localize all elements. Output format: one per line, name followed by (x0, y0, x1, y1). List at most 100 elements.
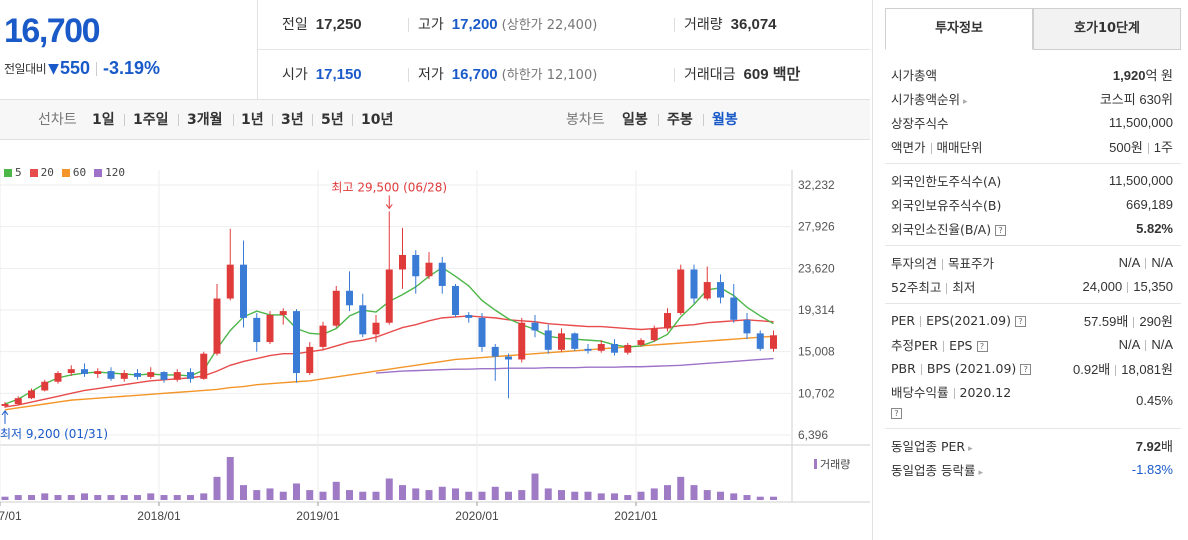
week52-low-value: 15,350 (1133, 278, 1173, 294)
help-icon[interactable]: ? (1014, 315, 1026, 327)
investment-panel: 투자정보 호가10단계 시가총액 1,920억 원 시가총액순위 ▸ 코스피 63… (872, 0, 1188, 540)
volume-bar (41, 493, 49, 500)
candle-body (107, 371, 115, 379)
tab-investment-info[interactable]: 투자정보 (885, 8, 1033, 50)
candle-daily[interactable]: 일봉 (622, 112, 648, 128)
candle-body (28, 390, 35, 399)
volume-label: 거래량 (684, 17, 723, 33)
help-icon[interactable]: ? (976, 340, 988, 352)
day-low: 저가 16,700 (하한가 12,100) (407, 50, 598, 100)
volume-bar (465, 491, 473, 500)
candle-chart-label: 봉차트 (566, 112, 605, 128)
volume-legend-swatch (814, 459, 817, 469)
stock-chart[interactable]: 32,232 27,926 23,620 19,314 15,008 10,702 6,39… (0, 140, 870, 540)
est-eps-value: N/A (1151, 336, 1173, 352)
volume-bar (134, 495, 141, 500)
volume-bar (319, 491, 327, 500)
market-cap-rank-value: 코스피 630위 (1099, 91, 1173, 107)
volume-bar (1, 496, 9, 500)
industry-rate[interactable]: 동일업종 등락률 ▸ (891, 460, 983, 479)
volume-bar (491, 486, 499, 500)
per-label: PER (891, 312, 916, 328)
divider (658, 114, 659, 126)
help-icon[interactable]: ? (1020, 363, 1032, 375)
week52-row-value: 24,000 15,350 (1082, 279, 1173, 294)
volume-bar (160, 495, 168, 500)
candle-weekly[interactable]: 주봉 (667, 112, 693, 128)
candle-body (690, 269, 698, 299)
divider (1115, 364, 1117, 376)
down-triangle-icon: ▼ (48, 60, 59, 77)
industry-per-label: 동일업종 PER (891, 438, 966, 454)
volume-bar (597, 493, 605, 500)
volume-value: 36,074 (730, 16, 777, 33)
panel-tabs: 투자정보 호가10단계 (885, 8, 1181, 50)
volume-bar (54, 495, 62, 500)
candle-body (756, 333, 764, 349)
target-label: 목표주가 (948, 255, 995, 271)
volume-bar (730, 493, 738, 500)
candle-body (571, 333, 579, 349)
divider (930, 142, 932, 154)
x-tick-label: 2019/01 (296, 509, 340, 523)
opinion-value: N/A (1118, 254, 1141, 270)
period-1year[interactable]: 1년 (241, 112, 264, 128)
period-1day[interactable]: 1일 (92, 112, 115, 128)
panel-row[interactable]: 동일업종 PER ▸ 7.92배 (885, 433, 1181, 457)
volume-bar (173, 495, 181, 500)
y-tick-label: 10,702 (798, 386, 835, 400)
candle-body (399, 254, 406, 270)
candle-body (531, 322, 539, 331)
legend-swatch (29, 168, 38, 177)
candle-body (120, 373, 128, 379)
industry-per[interactable]: 동일업종 PER ▸ (891, 436, 973, 455)
candle-body (518, 322, 526, 360)
candle-monthly[interactable]: 월봉 (712, 112, 738, 128)
low-label: 저가 (418, 67, 444, 83)
period-3month[interactable]: 3개월 (187, 112, 223, 128)
candle-body (54, 373, 62, 382)
panel-row: 추정PER EPS? N/A N/A (885, 332, 1181, 356)
candle-body (359, 305, 367, 335)
legend-swatch (94, 168, 103, 177)
week52-low-label: 최저 (952, 279, 976, 295)
candle-body (134, 373, 141, 377)
industry-per-unit: 배 (1161, 438, 1173, 454)
volume-bar (346, 490, 353, 500)
divider (352, 114, 353, 126)
trade-amount: 거래대금 609 백만 (673, 50, 800, 100)
legend-label: 5 (15, 166, 22, 179)
industry-per-value: 7.92 (1135, 438, 1162, 454)
volume-bar (240, 485, 247, 500)
panel-row[interactable]: 시가총액순위 ▸ 코스피 630위 (885, 86, 1181, 110)
period-5year[interactable]: 5년 (321, 112, 344, 128)
min-arrow-head (1, 410, 9, 416)
help-icon[interactable]: ? (891, 408, 902, 419)
panel-row[interactable]: 동일업종 등락률 ▸ -1.83% (885, 457, 1181, 481)
candle-body (677, 269, 685, 314)
period-10year[interactable]: 10년 (361, 112, 394, 128)
y-tick-label: 19,314 (798, 303, 835, 317)
tab-order-book[interactable]: 호가10단계 (1033, 8, 1181, 50)
trade-unit-label: 매매단위 (936, 139, 983, 155)
lower-limit: (하한가 12,100) (501, 68, 598, 83)
candle-body (637, 340, 645, 345)
est-per-row-value: N/A N/A (1119, 337, 1173, 352)
help-icon[interactable]: ? (995, 224, 1007, 236)
pbr-value: 0.92배 (1073, 361, 1111, 377)
candle-body (200, 353, 208, 379)
volume-bar (518, 490, 526, 500)
market-cap-rank[interactable]: 시가총액순위 ▸ (891, 89, 968, 108)
panel-row: PER EPS(2021.09)? 57.59배 290원 (885, 308, 1181, 332)
candle-body (372, 322, 380, 335)
face-value-label: 액면가 (891, 139, 926, 155)
legend-label: 20 (40, 166, 54, 179)
per-row-label: PER EPS(2021.09)? (891, 313, 1026, 328)
period-3year[interactable]: 3년 (281, 112, 304, 128)
period-1week[interactable]: 1주일 (133, 112, 169, 128)
face-value-row-value: 500원 1주 (1109, 137, 1173, 156)
candle-body (743, 319, 751, 334)
candle-body (213, 298, 221, 354)
divider (942, 258, 944, 270)
